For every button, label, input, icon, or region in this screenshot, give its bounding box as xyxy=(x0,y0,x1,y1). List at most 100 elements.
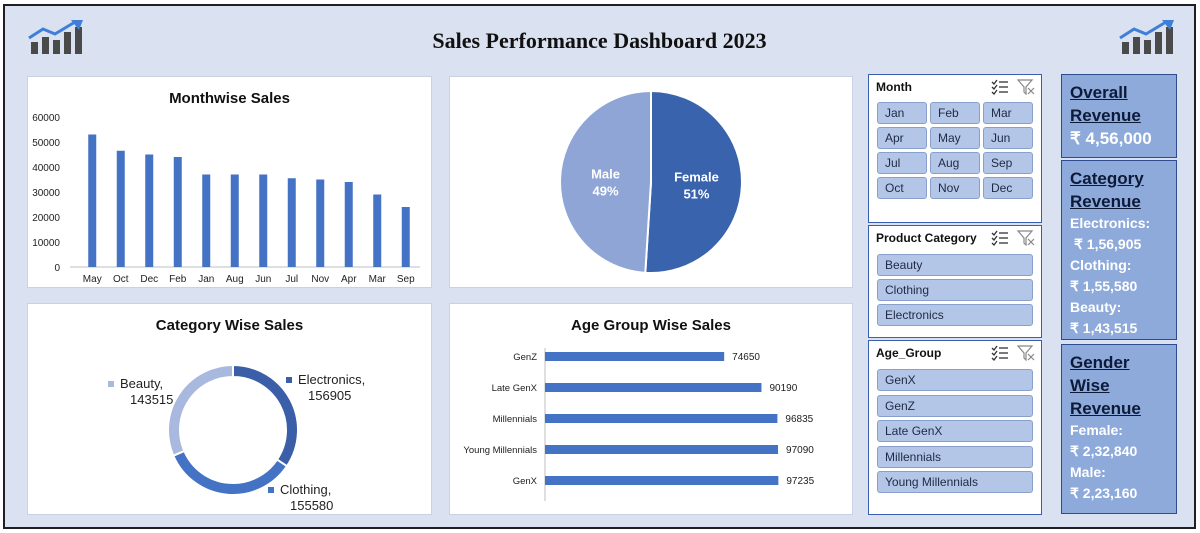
gender-revenue-line: Female: xyxy=(1070,422,1123,438)
age-bar[interactable] xyxy=(545,445,779,454)
donut-value-label: 156905 xyxy=(308,388,351,403)
pie-slice-male[interactable] xyxy=(559,89,652,274)
month-option[interactable]: Feb xyxy=(930,102,980,124)
age-group-option[interactable]: GenX xyxy=(877,369,1033,391)
month-bar[interactable] xyxy=(401,207,410,267)
y-tick-label: 40000 xyxy=(32,163,60,174)
x-tick-label: Jun xyxy=(255,274,271,285)
category-slicer-title: Product Category xyxy=(876,231,977,245)
gender-pie-chart: Female 51% Male 49% xyxy=(559,89,743,274)
overall-revenue-value: ₹ 4,56,000 xyxy=(1070,129,1152,148)
month-bar[interactable] xyxy=(259,174,268,268)
month-slicer-title: Month xyxy=(876,80,912,94)
category-revenue-line: Beauty: xyxy=(1070,299,1122,315)
month-bar[interactable] xyxy=(202,174,211,268)
month-option[interactable]: Apr xyxy=(877,127,927,149)
month-slicer[interactable]: Month Jan Feb Mar Apr May Jun Jul Aug Sep Oct Nov D… xyxy=(868,74,1042,223)
legend-marker xyxy=(108,381,114,387)
month-bar[interactable] xyxy=(373,194,382,268)
gender-pie-panel[interactable]: Female 51% Male 49% xyxy=(449,76,853,288)
gender-revenue-line: ₹ 2,23,160 xyxy=(1070,485,1138,501)
multi-select-icon[interactable] xyxy=(991,345,1009,361)
month-bar[interactable] xyxy=(344,182,353,267)
age-group-option[interactable]: Young Millennials xyxy=(877,471,1033,493)
month-option[interactable]: Jun xyxy=(983,127,1033,149)
y-tick-label: 50000 xyxy=(32,138,60,149)
dashboard-frame: Sales Performance Dashboard 2023 Monthwi… xyxy=(3,4,1196,529)
age-group-option[interactable]: Millennials xyxy=(877,445,1033,468)
pie-pct-label: 51% xyxy=(683,186,709,201)
category-revenue-line: ₹ 1,56,905 xyxy=(1074,236,1142,252)
age-group-sales-panel[interactable]: Age Group Wise Sales GenZ 74650 Late GenX 9… xyxy=(449,303,853,515)
age-category-label: Young Millennials xyxy=(463,445,537,456)
clear-filter-icon[interactable] xyxy=(1017,345,1035,361)
page-title: Sales Performance Dashboard 2023 xyxy=(432,28,767,53)
month-option[interactable]: Oct xyxy=(877,177,927,199)
clear-filter-icon[interactable] xyxy=(1017,230,1035,246)
x-tick-label: Sep xyxy=(397,274,415,285)
category-option[interactable]: Clothing xyxy=(877,279,1033,301)
product-category-slicer[interactable]: Product Category Beauty Clothing Electroni… xyxy=(868,225,1042,338)
category-revenue-line: Electronics: xyxy=(1070,215,1151,231)
x-tick-label: Aug xyxy=(226,274,244,285)
gender-revenue-line: ₹ 2,32,840 xyxy=(1070,443,1138,459)
age-group-chart-title: Age Group Wise Sales xyxy=(571,317,731,334)
age-category-label: GenX xyxy=(513,476,538,487)
clear-filter-icon[interactable] xyxy=(1017,79,1035,95)
gender-revenue-title: Gender Wise Revenue xyxy=(1070,353,1141,418)
donut-category-label: Electronics, xyxy=(298,372,365,387)
month-option[interactable]: Nov xyxy=(930,177,980,199)
month-bar[interactable] xyxy=(116,150,125,267)
legend-marker xyxy=(286,377,292,383)
month-bar[interactable] xyxy=(316,179,325,268)
month-option[interactable]: Mar xyxy=(983,102,1033,124)
x-tick-label: Oct xyxy=(113,274,129,285)
gender-revenue-card: Gender Wise Revenue Female: ₹ 2,32,840 M… xyxy=(1061,344,1177,514)
category-option[interactable]: Electronics xyxy=(877,304,1033,326)
multi-select-icon[interactable] xyxy=(991,79,1009,95)
age-bar[interactable] xyxy=(545,383,762,392)
month-bar[interactable] xyxy=(88,134,97,268)
category-revenue-card: Category Revenue Electronics: ₹ 1,56,905… xyxy=(1061,160,1177,340)
category-sales-panel[interactable]: Category Wise Sales Electronics, 156905 Cl… xyxy=(27,303,432,515)
monthwise-sales-panel[interactable]: Monthwise Sales 0 10000 20000 30000 40000 500… xyxy=(27,76,432,288)
month-option[interactable]: May xyxy=(930,127,980,149)
category-option[interactable]: Beauty xyxy=(877,254,1033,276)
category-revenue-line: Clothing: xyxy=(1070,257,1132,273)
month-bar[interactable] xyxy=(230,174,239,268)
age-value-label: 96835 xyxy=(785,414,813,425)
overall-revenue-card: Overall Revenue ₹ 4,56,000 xyxy=(1061,74,1177,158)
donut-slice[interactable] xyxy=(167,363,234,458)
monthwise-chart: 0 10000 20000 30000 40000 50000 60000 May Oct Dec… xyxy=(32,113,420,285)
x-tick-label: Feb xyxy=(169,274,187,285)
x-tick-label: Jan xyxy=(198,274,214,285)
age-group-option[interactable]: GenZ xyxy=(877,394,1033,417)
month-bar[interactable] xyxy=(173,157,182,267)
age-group-option[interactable]: Late GenX xyxy=(877,420,1033,442)
month-option[interactable]: Aug xyxy=(930,152,980,174)
age-group-slicer[interactable]: Age_Group GenX GenZ Late GenX Millennials Yo… xyxy=(868,340,1042,515)
age-value-label: 74650 xyxy=(732,352,760,363)
pie-label: Female xyxy=(674,169,719,184)
month-option[interactable]: Dec xyxy=(983,177,1033,199)
age-bar[interactable] xyxy=(545,352,725,361)
month-bar[interactable] xyxy=(145,154,154,268)
age-category-label: Late GenX xyxy=(492,383,538,394)
month-option[interactable]: Jul xyxy=(877,152,927,174)
month-option[interactable]: Jan xyxy=(877,102,927,124)
month-option[interactable]: Sep xyxy=(983,152,1033,174)
age-category-label: Millennials xyxy=(493,414,538,425)
pie-label: Male xyxy=(591,167,620,182)
multi-select-icon[interactable] xyxy=(991,230,1009,246)
x-tick-label: Jul xyxy=(285,274,298,285)
bar-chart-growth-icon xyxy=(1119,20,1174,54)
age-bar[interactable] xyxy=(545,476,779,485)
pie-slice-female[interactable] xyxy=(644,89,743,274)
age-bar[interactable] xyxy=(545,414,778,423)
x-tick-label: Mar xyxy=(369,274,387,285)
y-tick-label: 0 xyxy=(54,263,60,274)
gender-revenue-line: Male: xyxy=(1070,464,1106,480)
y-tick-label: 20000 xyxy=(32,213,60,224)
month-bar[interactable] xyxy=(287,178,296,267)
age-slicer-title: Age_Group xyxy=(876,346,942,360)
